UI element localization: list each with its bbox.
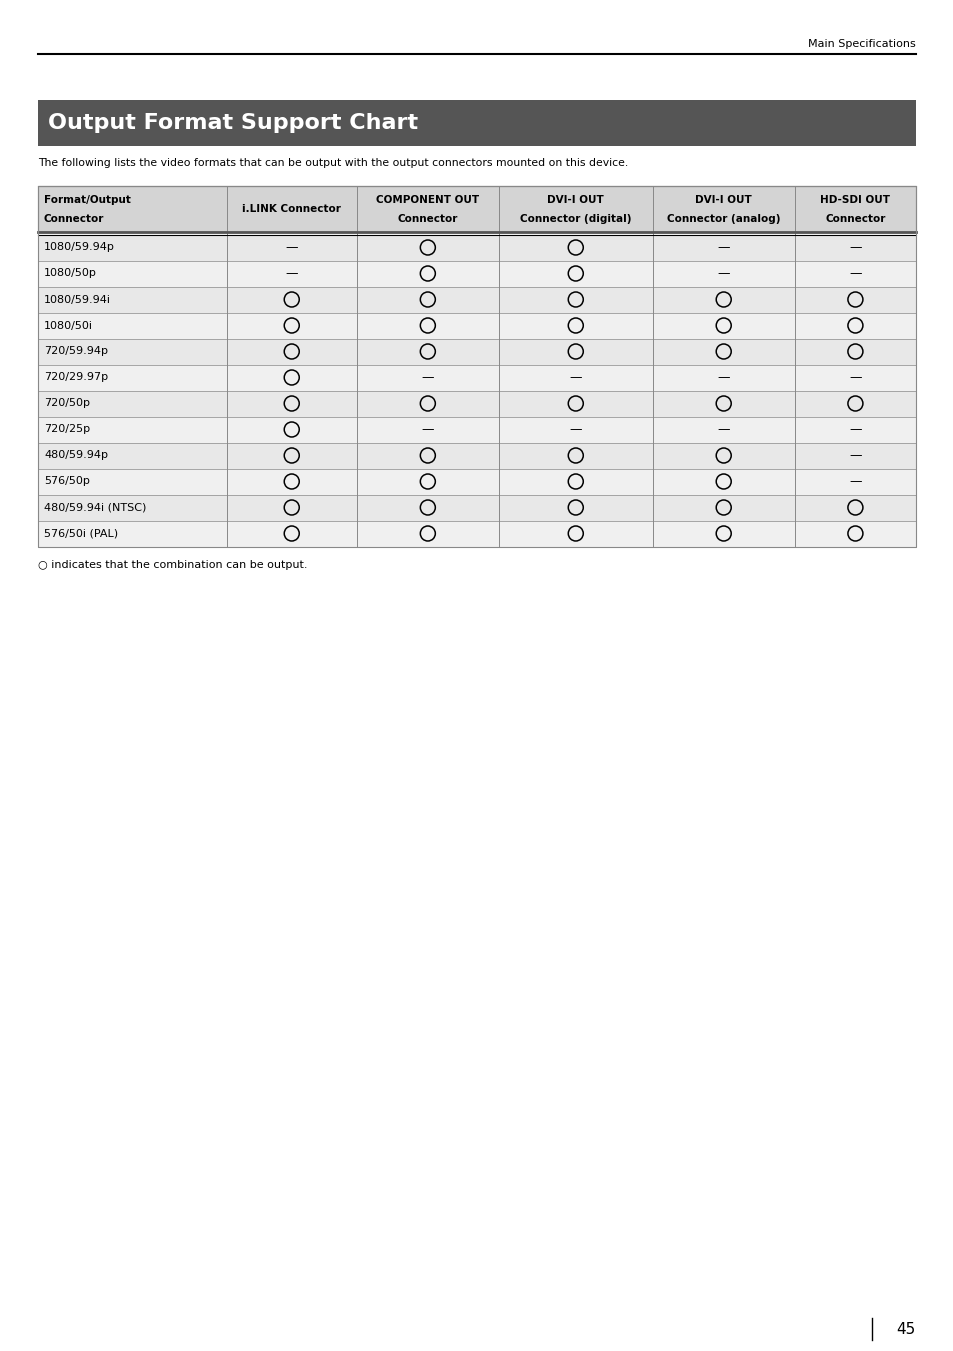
Text: COMPONENT OUT: COMPONENT OUT [375, 195, 479, 205]
Text: 480/59.94p: 480/59.94p [44, 450, 108, 461]
Bar [38, 390, 915, 416]
Bar [38, 365, 915, 390]
Text: DVI-I OUT: DVI-I OUT [695, 195, 751, 205]
Text: —: — [848, 449, 861, 462]
Text: Connector: Connector [44, 213, 104, 224]
Text: 576/50p: 576/50p [44, 477, 90, 486]
Text: —: — [717, 372, 729, 384]
Text: Connector: Connector [824, 213, 884, 224]
Bar [38, 286, 915, 312]
Text: Output Format Support Chart: Output Format Support Chart [48, 113, 417, 132]
Bar [38, 235, 915, 261]
Text: 720/59.94p: 720/59.94p [44, 346, 108, 357]
Text: 1080/50p: 1080/50p [44, 269, 97, 278]
Bar [38, 520, 915, 547]
Text: —: — [717, 240, 729, 254]
Text: —: — [848, 267, 861, 280]
Bar [38, 494, 915, 520]
Text: Connector (digital): Connector (digital) [519, 213, 631, 224]
Text: The following lists the video formats that can be output with the output connect: The following lists the video formats th… [38, 158, 628, 168]
Text: —: — [569, 372, 581, 384]
Bar [38, 469, 915, 494]
Text: 720/50p: 720/50p [44, 399, 90, 408]
Text: ○ indicates that the combination can be output.: ○ indicates that the combination can be … [38, 561, 307, 570]
Text: —: — [421, 423, 434, 436]
Bar [38, 261, 915, 286]
Text: 720/29.97p: 720/29.97p [44, 373, 108, 382]
Bar [38, 186, 915, 547]
Text: —: — [848, 476, 861, 488]
Bar [38, 312, 915, 339]
Text: 1080/50i: 1080/50i [44, 320, 92, 331]
Text: —: — [717, 423, 729, 436]
Text: —: — [569, 423, 581, 436]
Text: Format/Output: Format/Output [44, 195, 131, 205]
Bar [38, 186, 915, 232]
Text: 576/50i (PAL): 576/50i (PAL) [44, 528, 118, 539]
Text: —: — [421, 372, 434, 384]
Text: —: — [848, 240, 861, 254]
Text: 1080/59.94i: 1080/59.94i [44, 295, 111, 304]
Text: 1080/59.94p: 1080/59.94p [44, 242, 114, 253]
Text: 480/59.94i (NTSC): 480/59.94i (NTSC) [44, 503, 146, 512]
Text: 720/25p: 720/25p [44, 424, 90, 435]
Text: Connector: Connector [397, 213, 457, 224]
Text: —: — [285, 267, 297, 280]
Text: —: — [848, 372, 861, 384]
Text: DVI-I OUT: DVI-I OUT [547, 195, 603, 205]
Text: HD-SDI OUT: HD-SDI OUT [820, 195, 889, 205]
Text: Connector (analog): Connector (analog) [666, 213, 780, 224]
Text: 45: 45 [896, 1321, 915, 1336]
Bar [38, 100, 915, 146]
Bar [38, 443, 915, 469]
Text: —: — [848, 423, 861, 436]
Text: Main Specifications: Main Specifications [807, 39, 915, 49]
Text: —: — [285, 240, 297, 254]
Bar [38, 339, 915, 365]
Text: i.LINK Connector: i.LINK Connector [242, 204, 341, 213]
Text: —: — [717, 267, 729, 280]
Bar [38, 416, 915, 443]
